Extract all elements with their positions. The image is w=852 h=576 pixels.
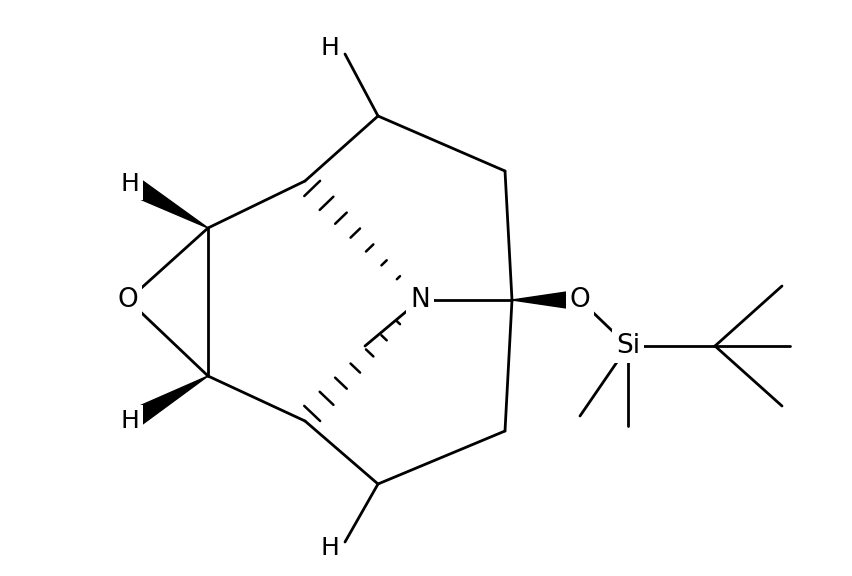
Text: N: N xyxy=(410,287,430,313)
Text: Si: Si xyxy=(616,333,640,359)
Polygon shape xyxy=(125,175,208,228)
Text: H: H xyxy=(320,36,339,60)
Text: O: O xyxy=(118,287,138,313)
Polygon shape xyxy=(125,376,208,430)
Polygon shape xyxy=(512,290,580,310)
Text: O: O xyxy=(570,287,590,313)
Text: H: H xyxy=(121,409,140,433)
Text: H: H xyxy=(121,172,140,196)
Text: H: H xyxy=(320,536,339,560)
